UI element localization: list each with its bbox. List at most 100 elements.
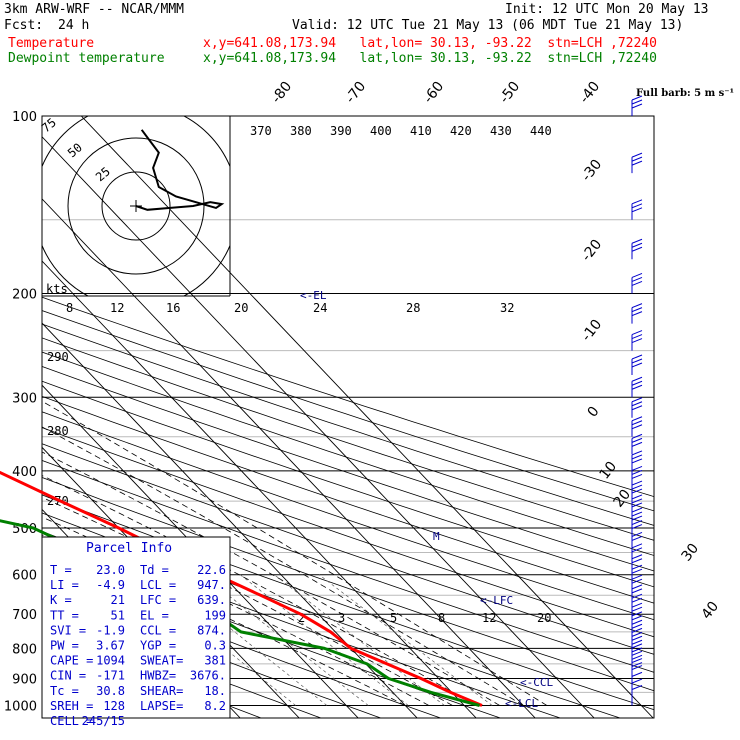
el-marker: <-EL <box>300 289 327 302</box>
wind-barb <box>631 450 643 471</box>
wind-barb-flag <box>631 602 643 608</box>
parcel-info-key: HWBZ= <box>140 669 176 683</box>
wind-barb-flag <box>631 95 643 101</box>
wind-barb <box>631 433 643 455</box>
wind-barb-flag <box>631 380 643 386</box>
moist-adiabat <box>42 534 406 706</box>
dry-adiabat <box>42 380 654 588</box>
parcel-info-key: PW = <box>50 639 79 653</box>
wind-barb-flag <box>631 199 643 205</box>
parcel-info-key: K = <box>50 593 72 607</box>
dry-adiabat <box>42 337 654 541</box>
isotherm-line <box>42 322 418 718</box>
theta-e-label: 290 <box>47 350 69 364</box>
wind-barb-flag <box>631 156 643 162</box>
wind-barb-flag <box>631 524 643 530</box>
wind-barb-flag <box>631 597 643 603</box>
model-title: 3km ARW-WRF -- NCAR/MMM <box>4 2 185 17</box>
pressure-tick-label: 200 <box>12 287 37 302</box>
wind-barb-flag <box>631 588 643 594</box>
parcel-info-value: 22.6 <box>197 563 226 577</box>
wind-barb-flag <box>631 498 643 504</box>
isotherm-label: -80 <box>269 79 296 107</box>
mixing-ratio-label-upper: 12 <box>110 301 124 315</box>
wind-barb-flag <box>631 647 643 653</box>
theta-label: 430 <box>490 124 512 138</box>
isotherm-label: -50 <box>497 79 524 107</box>
mixing-ratio-line <box>318 574 493 706</box>
parcel-info-value: 23.0 <box>96 563 125 577</box>
parcel-info-key: LCL = <box>140 578 176 592</box>
dry-adiabat <box>42 459 654 673</box>
hodograph-ring-label: 25 <box>93 164 113 184</box>
parcel-info-value: 0.3 <box>204 639 226 653</box>
wind-barb-flag <box>631 334 643 340</box>
wind-barb-flag <box>631 650 643 656</box>
isotherm-line <box>0 116 4 718</box>
wind-barb-flag <box>631 433 643 439</box>
parcel-info-value: 21 <box>111 593 125 607</box>
wind-barb-flag <box>631 531 643 537</box>
wind-barb-flag <box>631 619 643 625</box>
wind-barb-flag <box>631 480 643 486</box>
wind-barb-flag <box>631 574 643 580</box>
wind-barb-flag <box>631 276 643 282</box>
pressure-tick-label: 700 <box>12 608 37 623</box>
wind-barb-flag <box>631 558 643 564</box>
parcel-info-key: YGP = <box>140 639 176 653</box>
wind-barb-flag <box>631 611 643 617</box>
wind-barb <box>631 494 643 515</box>
isotherm-line <box>42 136 595 718</box>
parcel-info-key: CCL = <box>140 623 176 637</box>
wind-barb-legend: Full barb: 5 m s⁻¹ <box>636 88 734 99</box>
parcel-info-key: LFC = <box>140 593 176 607</box>
isotherm-label: -30 <box>579 157 606 185</box>
theta-label: 380 <box>290 124 312 138</box>
wind-barb <box>631 685 643 706</box>
mixing-ratio-label-lower: 12 <box>482 611 496 625</box>
hodograph-ring-label: 50 <box>65 140 85 160</box>
isotherm-label: -60 <box>421 79 448 107</box>
wind-barb-flag <box>631 627 643 633</box>
wind-barb-flag <box>631 203 643 209</box>
wind-barb <box>631 199 643 220</box>
parcel-info-key: SWEAT= <box>140 654 183 668</box>
wind-barb-flag <box>631 678 643 684</box>
theta-label: 440 <box>530 124 552 138</box>
mixing-ratio-label-upper: 28 <box>406 301 420 315</box>
parcel-info-value: 381 <box>204 654 226 668</box>
parcel-info-key: Tc = <box>50 684 79 698</box>
pressure-tick-label: 400 <box>12 465 37 480</box>
wind-barb <box>631 465 643 487</box>
m-marker: M <box>433 530 440 543</box>
theta-label: 370 <box>250 124 272 138</box>
wind-barb-flag <box>631 615 643 621</box>
isotherm-line <box>42 198 536 718</box>
wind-barb-flag <box>631 685 643 690</box>
mixing-ratio-line <box>274 574 445 706</box>
wind-barb <box>631 152 643 174</box>
pressure-tick-label: 1000 <box>4 700 37 715</box>
wind-barb-flag <box>631 358 643 364</box>
wind-barb <box>631 376 643 398</box>
moist-adiabat <box>42 426 524 706</box>
parcel-info-key: CAPE = <box>50 654 93 668</box>
wind-barb-flag <box>631 437 643 443</box>
wind-barb-flag <box>631 416 643 422</box>
forecast-hour: 24 h <box>58 18 90 33</box>
parcel-info-value: 874. <box>197 623 226 637</box>
mixing-ratio-label-upper: 32 <box>500 301 514 315</box>
dewpoint-profile <box>0 519 480 707</box>
parcel-info-title: Parcel Info <box>86 541 172 556</box>
wind-barb-flag <box>631 465 643 471</box>
wind-barb-flag <box>631 362 643 368</box>
wind-barb-flag <box>631 631 643 637</box>
wind-barb-flag <box>631 671 643 677</box>
isotherm-label: 30 <box>679 541 703 565</box>
mixing-ratio-label-upper: 20 <box>234 301 248 315</box>
wind-barb <box>631 397 643 418</box>
wind-barb-flag <box>631 441 643 447</box>
mixing-ratio-label-lower: 20 <box>537 611 551 625</box>
lfc-marker: <-LFC <box>480 594 513 607</box>
dry-adiabat <box>42 427 654 638</box>
